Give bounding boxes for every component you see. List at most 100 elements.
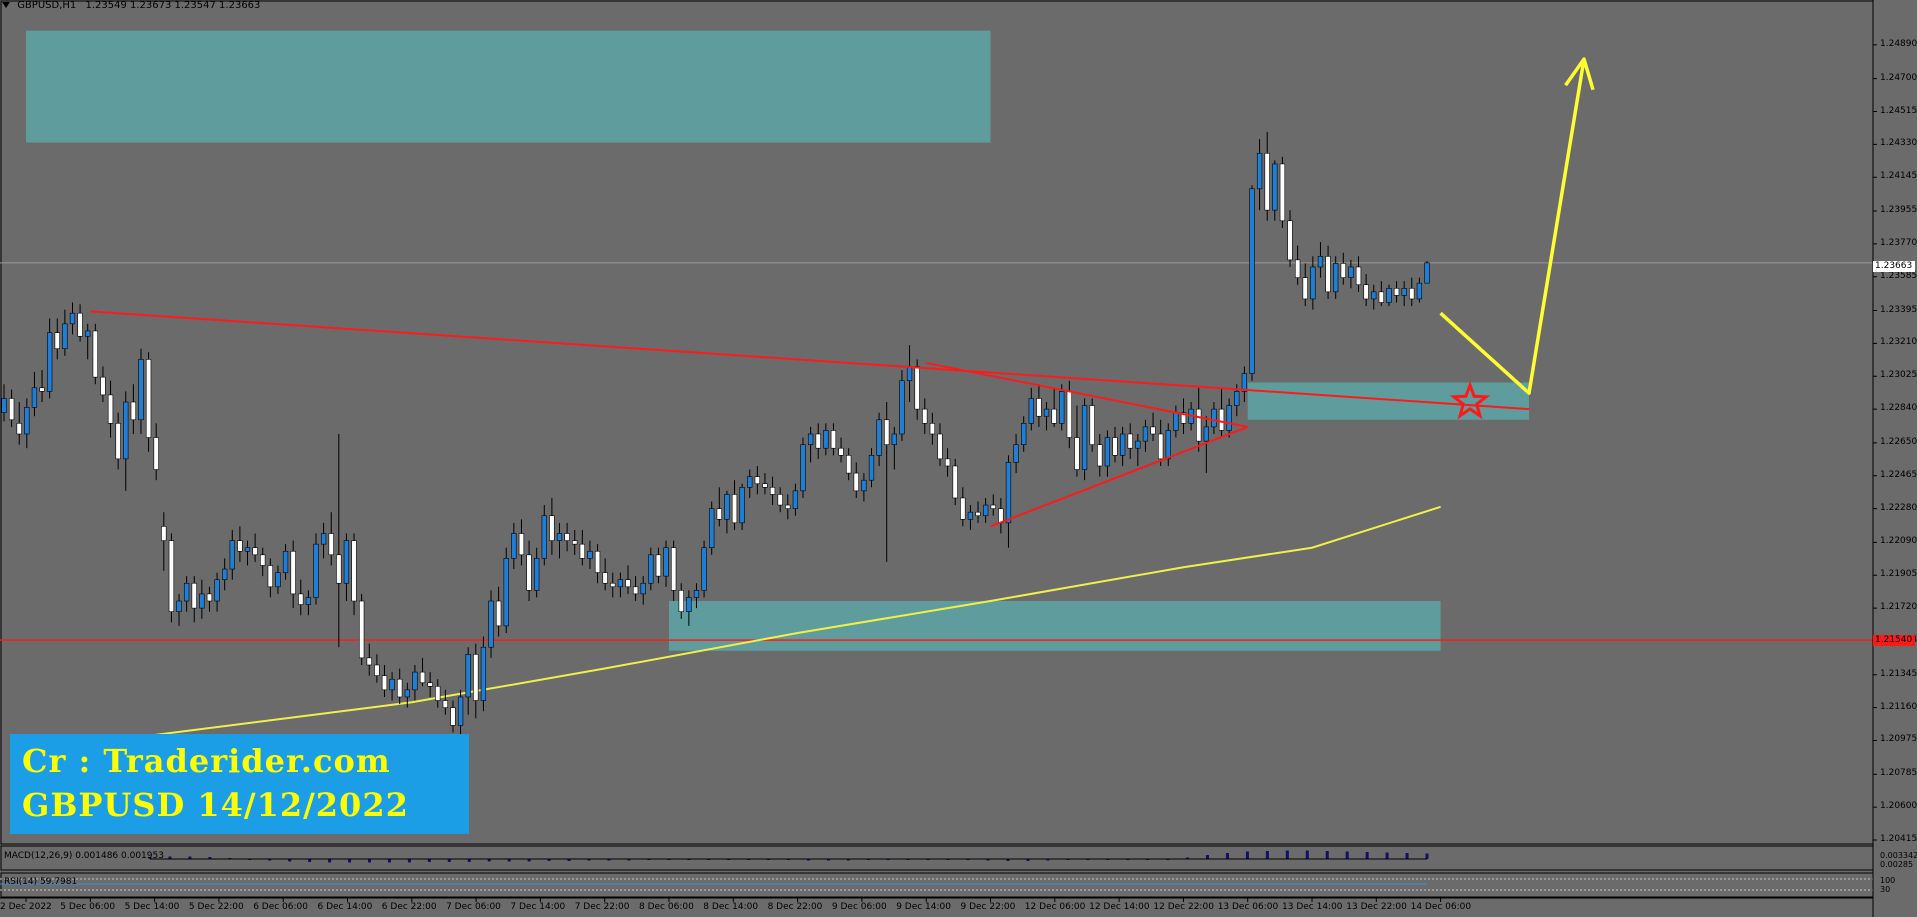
macd-bar xyxy=(1265,851,1269,859)
candle-body xyxy=(1150,426,1156,435)
candle-body xyxy=(1028,398,1034,424)
candle-body xyxy=(1393,287,1400,296)
candle-body xyxy=(366,657,372,666)
candle-body xyxy=(138,359,144,421)
trendline xyxy=(990,425,1249,528)
macd-bar xyxy=(407,859,411,863)
candle-body xyxy=(800,444,806,492)
macd-bar xyxy=(487,859,491,862)
candle-body xyxy=(572,540,578,545)
candle-body xyxy=(701,547,707,591)
candle-body xyxy=(982,504,989,517)
candle-body xyxy=(419,671,426,684)
candle-body xyxy=(24,407,30,435)
time-tick-label: 7 Dec 14:00 xyxy=(510,902,566,912)
supply-demand-zone xyxy=(669,601,1441,651)
candle-body xyxy=(747,476,753,488)
price-tick-label: 1.20975 xyxy=(1880,734,1917,745)
candle-body xyxy=(1294,259,1301,278)
macd-bar xyxy=(1325,851,1329,859)
candle-body xyxy=(260,554,266,566)
candle-body xyxy=(54,332,60,350)
macd-bar xyxy=(826,859,830,861)
candle-body xyxy=(1272,163,1278,211)
candle-body xyxy=(1059,391,1065,424)
macd-bar xyxy=(367,859,371,863)
candle-body xyxy=(1310,266,1316,300)
chart-header: GBPUSD,H1 1.23549 1.23673 1.23547 1.2366… xyxy=(2,0,260,14)
candle-body xyxy=(183,582,190,602)
macd-bar xyxy=(348,859,352,863)
candle-body xyxy=(1287,220,1293,261)
candle-body xyxy=(275,572,281,588)
candle-body xyxy=(541,515,547,559)
candle-body xyxy=(1378,291,1385,303)
price-tick-label: 1.23025 xyxy=(1880,370,1917,381)
candle-body xyxy=(1005,462,1012,524)
candle-body xyxy=(1218,408,1225,431)
candle-body xyxy=(534,558,540,591)
candle-body xyxy=(952,465,958,499)
candle-body xyxy=(1386,287,1392,303)
candle-body xyxy=(191,582,197,609)
time-tick-label: 2 Dec 2022 xyxy=(0,902,52,912)
candle-body xyxy=(107,394,114,424)
candle-body xyxy=(1401,287,1407,296)
macd-bar xyxy=(1345,851,1349,859)
candle-body xyxy=(1051,408,1057,424)
candle-body xyxy=(100,376,106,396)
candle-body xyxy=(298,593,304,605)
price-tick-label: 1.24890 xyxy=(1880,38,1917,49)
macd-bar xyxy=(268,859,272,861)
candle-body xyxy=(1302,277,1308,300)
candle-body xyxy=(1119,433,1126,456)
rsi-axis-bottom: 30 xyxy=(1880,885,1891,894)
candle-body xyxy=(663,547,669,577)
candle-body xyxy=(1340,263,1346,278)
dropdown-icon[interactable] xyxy=(2,2,10,8)
candle-body xyxy=(1021,423,1027,445)
candle-body xyxy=(762,483,768,488)
price-tick-label: 1.24515 xyxy=(1880,105,1917,116)
macd-bar xyxy=(308,859,312,862)
candle-body xyxy=(145,359,152,438)
candle-body xyxy=(1112,437,1118,456)
macd-bar xyxy=(846,859,850,861)
time-tick-label: 8 Dec 14:00 xyxy=(703,902,759,912)
candle-body xyxy=(899,380,905,435)
macd-bar xyxy=(1225,853,1229,859)
candle-body xyxy=(1249,188,1255,374)
candle-body xyxy=(1317,256,1324,268)
candle-body xyxy=(511,533,517,559)
candle-body xyxy=(838,447,844,456)
price-tick-label: 1.22280 xyxy=(1880,502,1917,513)
candle-body xyxy=(176,600,182,612)
candle-body xyxy=(823,430,829,449)
candle-body xyxy=(343,540,350,584)
candle-body xyxy=(290,550,296,595)
candle-body xyxy=(754,476,761,485)
candle-body xyxy=(161,526,167,541)
price-tick-label: 1.23585 xyxy=(1880,270,1917,281)
macd-bar xyxy=(567,859,571,861)
candle-body xyxy=(1196,408,1202,442)
candle-body xyxy=(937,433,943,460)
candle-body xyxy=(686,597,692,612)
candle-body xyxy=(610,582,616,588)
time-tick-label: 6 Dec 22:00 xyxy=(381,902,437,912)
candle-body xyxy=(830,430,837,449)
candle-body xyxy=(564,533,570,541)
candle-body xyxy=(1013,444,1019,463)
candle-body xyxy=(967,511,974,520)
candle-body xyxy=(1066,391,1073,438)
candle-body xyxy=(503,558,509,627)
macd-bar xyxy=(806,859,810,861)
time-tick-label: 7 Dec 06:00 xyxy=(446,902,501,912)
candle-body xyxy=(62,323,68,350)
candle-body xyxy=(336,554,342,584)
candle-body xyxy=(8,398,15,421)
candle-body xyxy=(412,671,418,691)
macd-bar xyxy=(1006,859,1010,861)
